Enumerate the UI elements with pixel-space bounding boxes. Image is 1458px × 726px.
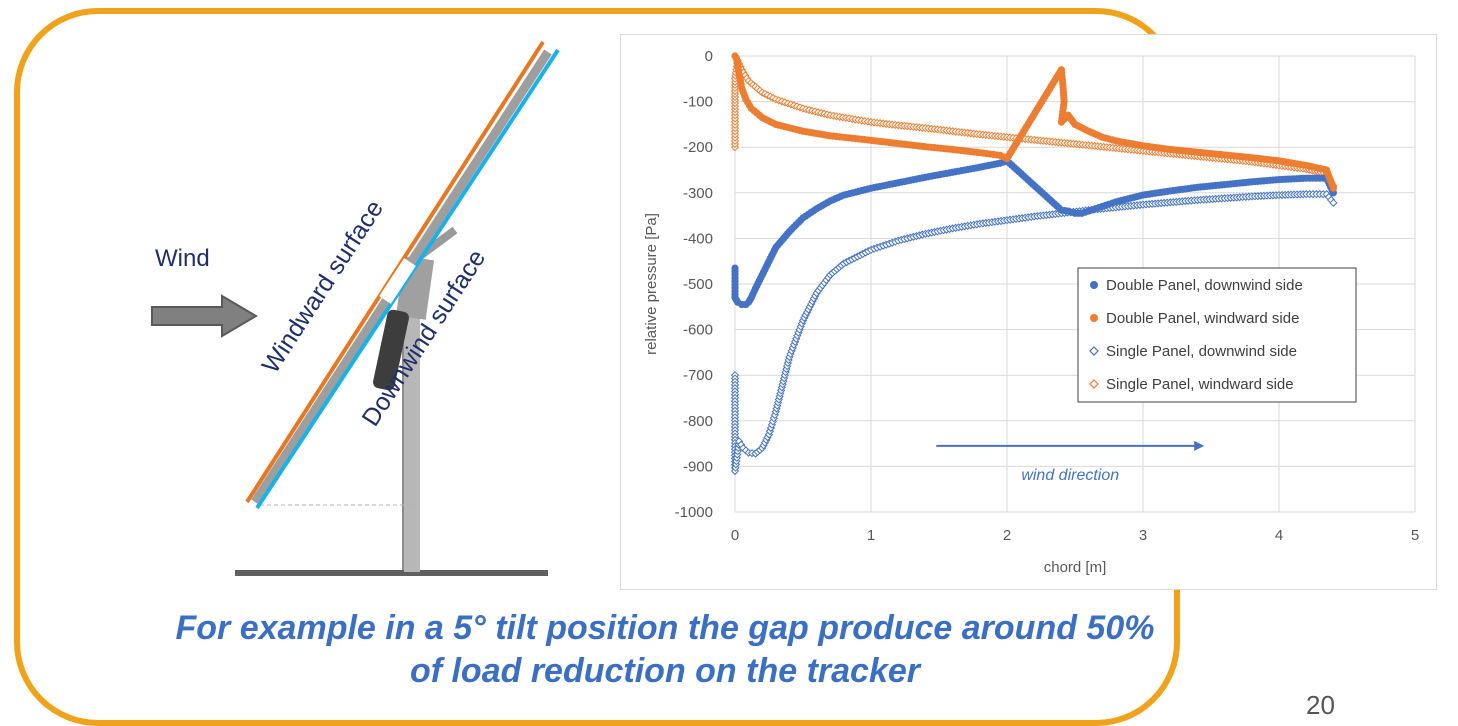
data-point — [1329, 198, 1338, 207]
x-tick-label: 0 — [731, 527, 739, 544]
legend-label: Single Panel, downwind side — [1106, 343, 1297, 360]
page-number: 20 — [1306, 690, 1335, 720]
legend-label: Double Panel, downwind side — [1106, 277, 1303, 294]
x-tick-label: 2 — [1003, 527, 1011, 544]
y-tick-label: -300 — [683, 185, 713, 202]
legend-marker — [1089, 379, 1099, 389]
legend-item: Single Panel, downwind side — [1089, 343, 1297, 360]
y-tick-label: -400 — [683, 230, 713, 247]
legend-marker — [1089, 346, 1099, 356]
windward-surface-line — [245, 40, 545, 504]
x-tick-label: 5 — [1411, 527, 1419, 544]
ground-line — [235, 570, 548, 576]
caption-line-2: of load reduction on the tracker — [409, 652, 921, 690]
y-axis-label: relative pressure [Pa] — [643, 213, 660, 355]
tracker-diagram: Wind Windward surface Downwind surface — [151, 30, 570, 576]
legend-label: Single Panel, windward side — [1106, 376, 1294, 393]
panel-gap — [379, 258, 416, 304]
series-1 — [731, 52, 1337, 192]
y-tick-label: -200 — [683, 139, 713, 156]
y-tick-label: -700 — [683, 367, 713, 384]
pressure-chart: 0 -100 -200 -300 -400 -500 -600 -700 -800 -900 -10… — [643, 48, 1419, 576]
downwind-surface-line — [255, 48, 560, 510]
legend-marker — [1090, 314, 1098, 322]
wind-arrow-icon — [151, 294, 258, 338]
wind-direction-label: wind direction — [1021, 467, 1119, 484]
y-tick-label: -500 — [683, 276, 713, 293]
chart-legend — [1077, 267, 1357, 403]
y-tick-label: -1000 — [675, 504, 713, 521]
caption-line-1: For example in a 5° tilt position the ga… — [175, 609, 1155, 647]
legend-marker — [1090, 281, 1098, 289]
y-tick-label: -800 — [683, 413, 713, 430]
tracker-post — [404, 285, 420, 572]
y-tick-label: 0 — [705, 48, 713, 65]
tracker-actuator — [373, 309, 409, 391]
x-tick-label: 3 — [1139, 527, 1147, 544]
legend-label: Double Panel, windward side — [1106, 310, 1299, 327]
x-tick-label: 1 — [867, 527, 875, 544]
x-axis-label: chord [m] — [1044, 559, 1107, 576]
legend-item: Single Panel, windward side — [1089, 376, 1294, 393]
series-3 — [730, 56, 1338, 191]
y-tick-label: -900 — [683, 458, 713, 475]
data-point — [1329, 184, 1337, 192]
arrowhead-icon — [1194, 440, 1205, 451]
legend-item: Double Panel, downwind side — [1090, 277, 1303, 294]
y-tick-label: -600 — [683, 322, 713, 339]
legend-item: Double Panel, windward side — [1090, 310, 1299, 327]
y-tick-label: -100 — [683, 94, 713, 111]
wind-label: Wind — [155, 245, 210, 272]
x-tick-label: 4 — [1275, 527, 1283, 544]
